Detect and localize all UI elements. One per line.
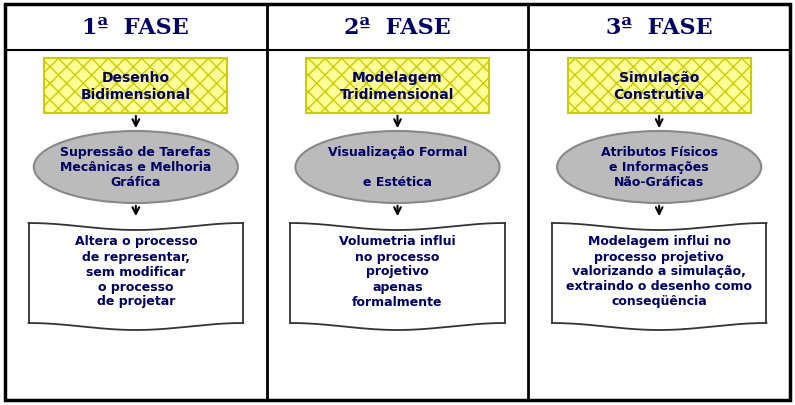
Bar (45, 59, 227, 114)
Text: Visualização Formal

e Estética: Visualização Formal e Estética (328, 146, 467, 189)
Polygon shape (552, 224, 766, 330)
Polygon shape (290, 224, 505, 330)
Bar (568, 59, 750, 114)
Text: Altera o processo
de representar,
sem modificar
o processo
de projetar: Altera o processo de representar, sem mo… (75, 235, 197, 308)
Polygon shape (29, 224, 243, 330)
Text: Volumetria influi
no processo
projetivo
apenas
formalmente: Volumetria influi no processo projetivo … (339, 235, 456, 308)
Text: Desenho
Bidimensional: Desenho Bidimensional (81, 71, 191, 101)
Text: Atributos Físicos
e Informações
Não-Gráficas: Atributos Físicos e Informações Não-Gráf… (601, 146, 718, 189)
Text: 1ª  FASE: 1ª FASE (83, 17, 189, 39)
Ellipse shape (296, 132, 499, 203)
Ellipse shape (557, 132, 762, 203)
Text: 2ª  FASE: 2ª FASE (344, 17, 451, 39)
Text: Modelagem influi no
processo projetivo
valorizando a simulação,
extraindo o dese: Modelagem influi no processo projetivo v… (566, 235, 752, 308)
Bar (306, 59, 489, 114)
Ellipse shape (33, 132, 238, 203)
Text: Simulação
Construtiva: Simulação Construtiva (614, 71, 704, 101)
Text: 3ª  FASE: 3ª FASE (606, 17, 712, 39)
Text: Modelagem
Tridimensional: Modelagem Tridimensional (340, 71, 455, 101)
Text: Supressão de Tarefas
Mecânicas e Melhoria
Gráfica: Supressão de Tarefas Mecânicas e Melhori… (60, 146, 211, 189)
